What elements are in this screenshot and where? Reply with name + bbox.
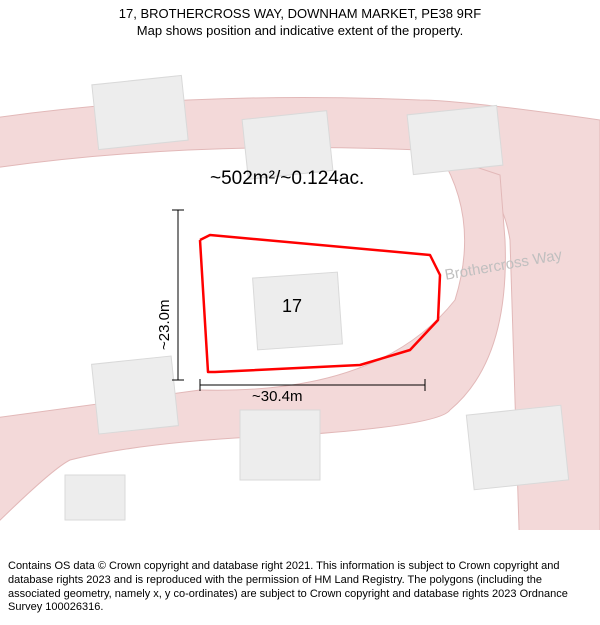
map-canvas: ~502m²/~0.124ac. ~23.0m ~30.4m 17 Brothe… bbox=[0, 40, 600, 530]
width-measurement: ~30.4m bbox=[252, 388, 302, 405]
map-svg bbox=[0, 40, 600, 530]
plot-number: 17 bbox=[282, 296, 302, 317]
area-measurement: ~502m²/~0.124ac. bbox=[210, 168, 364, 190]
height-measurement: ~23.0m bbox=[156, 300, 173, 350]
header: 17, BROTHERCROSS WAY, DOWNHAM MARKET, PE… bbox=[0, 0, 600, 44]
copyright-footer: Contains OS data © Crown copyright and d… bbox=[0, 554, 600, 625]
subtitle: Map shows position and indicative extent… bbox=[10, 23, 590, 40]
address-title: 17, BROTHERCROSS WAY, DOWNHAM MARKET, PE… bbox=[10, 6, 590, 23]
